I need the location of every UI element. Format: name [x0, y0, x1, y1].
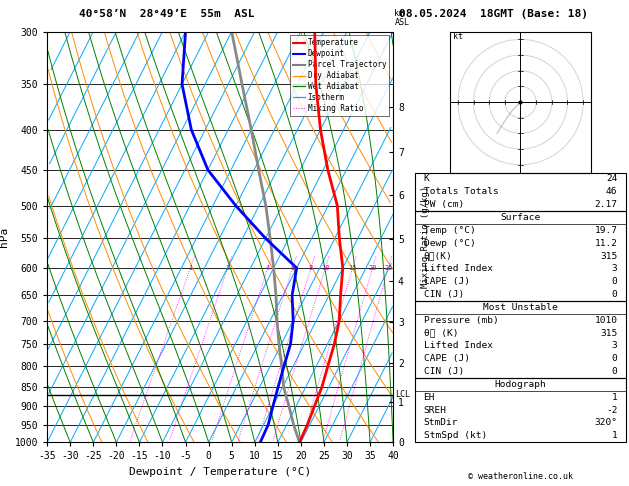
Text: 08.05.2024  18GMT (Base: 18): 08.05.2024 18GMT (Base: 18) — [399, 9, 588, 19]
Text: Lifted Index: Lifted Index — [423, 342, 493, 350]
Text: km
ASL: km ASL — [394, 9, 409, 27]
Text: 3: 3 — [611, 342, 618, 350]
Text: EH: EH — [423, 393, 435, 402]
Text: 15: 15 — [348, 265, 357, 271]
Text: Hodograph: Hodograph — [494, 380, 547, 389]
Text: 10: 10 — [321, 265, 330, 271]
Text: © weatheronline.co.uk: © weatheronline.co.uk — [468, 472, 573, 481]
Text: Lifted Index: Lifted Index — [423, 264, 493, 273]
Text: CIN (J): CIN (J) — [423, 367, 464, 376]
Text: kt: kt — [453, 33, 463, 41]
Legend: Temperature, Dewpoint, Parcel Trajectory, Dry Adiabat, Wet Adiabat, Isotherm, Mi: Temperature, Dewpoint, Parcel Trajectory… — [290, 35, 389, 116]
Text: 25: 25 — [384, 265, 392, 271]
Text: 24: 24 — [606, 174, 618, 183]
Text: θᴇ (K): θᴇ (K) — [423, 329, 458, 338]
Text: PW (cm): PW (cm) — [423, 200, 464, 209]
Text: 20: 20 — [369, 265, 377, 271]
Text: LCL: LCL — [396, 390, 411, 399]
Text: Temp (°C): Temp (°C) — [423, 226, 476, 235]
Text: Totals Totals: Totals Totals — [423, 187, 498, 196]
Text: Dewp (°C): Dewp (°C) — [423, 239, 476, 248]
Text: 3: 3 — [611, 264, 618, 273]
X-axis label: Dewpoint / Temperature (°C): Dewpoint / Temperature (°C) — [129, 467, 311, 477]
Text: 315: 315 — [600, 252, 618, 260]
Text: 1: 1 — [611, 432, 618, 440]
Text: 11.2: 11.2 — [594, 239, 618, 248]
Text: -2: -2 — [606, 406, 618, 415]
Text: 0: 0 — [611, 367, 618, 376]
Text: 6: 6 — [291, 265, 295, 271]
Text: 2: 2 — [226, 265, 230, 271]
Text: CIN (J): CIN (J) — [423, 290, 464, 299]
Text: 8: 8 — [309, 265, 313, 271]
Y-axis label: hPa: hPa — [0, 227, 9, 247]
Text: 4: 4 — [265, 265, 270, 271]
Text: StmSpd (kt): StmSpd (kt) — [423, 432, 487, 440]
Text: Surface: Surface — [501, 213, 540, 222]
Text: K: K — [423, 174, 430, 183]
Text: 40°58’N  28°49’E  55m  ASL: 40°58’N 28°49’E 55m ASL — [79, 9, 254, 19]
Text: Mixing Ratio (g/kg): Mixing Ratio (g/kg) — [421, 186, 430, 288]
Text: 315: 315 — [600, 329, 618, 338]
Text: CAPE (J): CAPE (J) — [423, 277, 470, 286]
Text: 19.7: 19.7 — [594, 226, 618, 235]
Text: 0: 0 — [611, 290, 618, 299]
Text: 1: 1 — [188, 265, 192, 271]
Text: Most Unstable: Most Unstable — [483, 303, 558, 312]
Text: 1: 1 — [611, 393, 618, 402]
Text: 320°: 320° — [594, 418, 618, 428]
Text: CAPE (J): CAPE (J) — [423, 354, 470, 363]
Text: 0: 0 — [611, 277, 618, 286]
Text: 2.17: 2.17 — [594, 200, 618, 209]
Text: SREH: SREH — [423, 406, 447, 415]
Text: θᴇ(K): θᴇ(K) — [423, 252, 452, 260]
Text: 46: 46 — [606, 187, 618, 196]
Text: StmDir: StmDir — [423, 418, 458, 428]
Text: Pressure (mb): Pressure (mb) — [423, 316, 498, 325]
Text: 1010: 1010 — [594, 316, 618, 325]
Text: 0: 0 — [611, 354, 618, 363]
